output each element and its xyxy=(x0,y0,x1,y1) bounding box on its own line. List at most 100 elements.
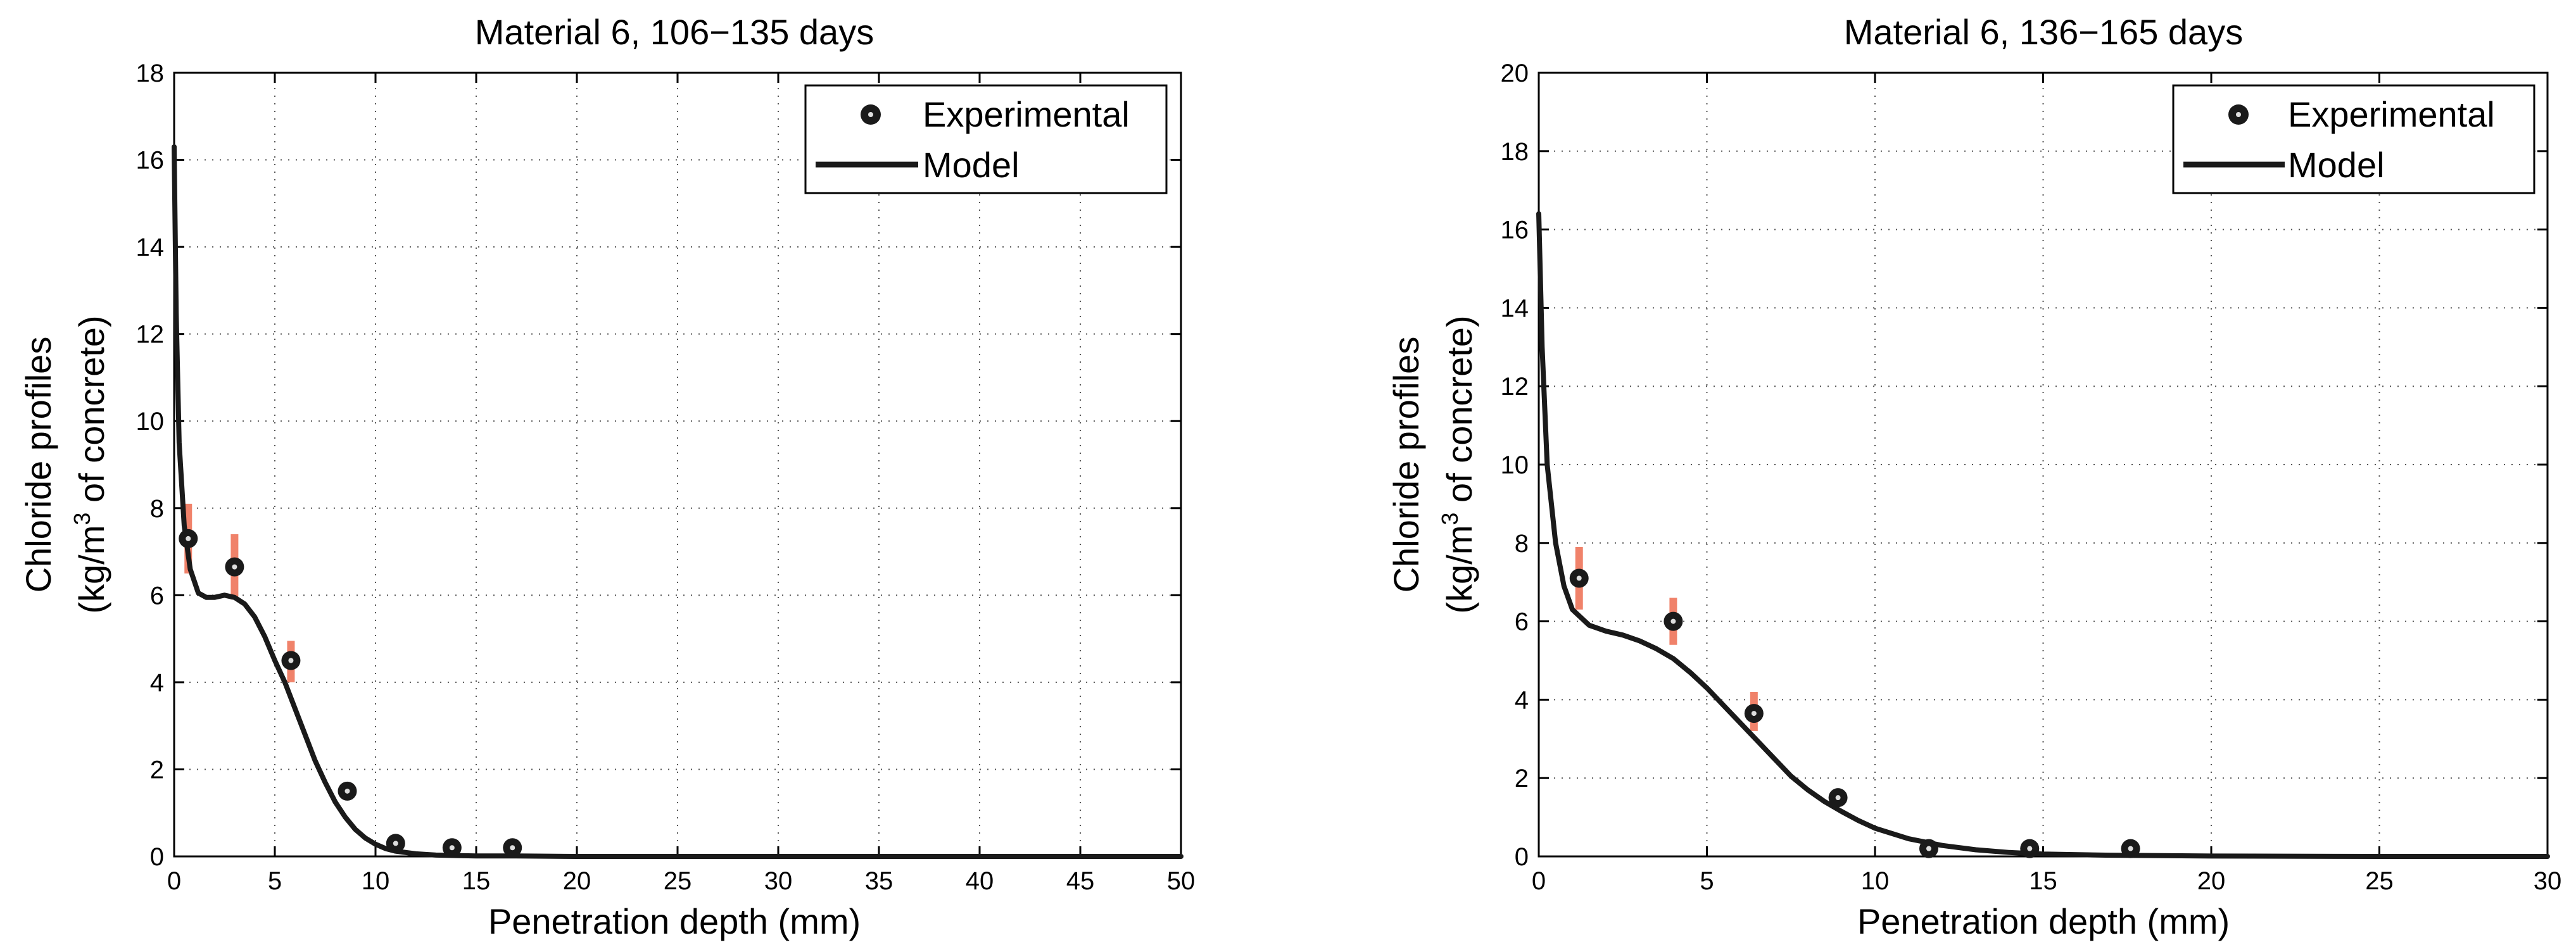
x-tick-label: 50 xyxy=(1167,867,1196,895)
legend-label-experimental: Experimental xyxy=(923,94,1130,134)
y-tick-label: 0 xyxy=(1515,843,1529,871)
y-tick-label: 20 xyxy=(1501,60,1529,87)
chart-title: Material 6, 136−165 days xyxy=(1844,12,2243,52)
x-tick-label: 30 xyxy=(764,867,793,895)
data-point xyxy=(503,838,522,858)
data-point xyxy=(442,838,462,858)
data-point-center xyxy=(232,564,237,570)
legend-label-model: Model xyxy=(923,145,1020,185)
x-tick-label: 30 xyxy=(2534,867,2562,895)
y-tick-label: 12 xyxy=(136,321,165,349)
x-tick-label: 20 xyxy=(563,867,591,895)
data-point-center xyxy=(1751,711,1757,717)
grid xyxy=(1539,73,2548,856)
y-tick-label: 0 xyxy=(150,843,164,871)
y-axis-label-sup: 3 xyxy=(69,513,95,525)
data-point-center xyxy=(449,845,455,851)
data-point-center xyxy=(1835,795,1841,801)
x-tick-label: 5 xyxy=(1700,867,1714,895)
y-tick-label: 2 xyxy=(1515,765,1529,792)
y-tick-labels: 0 2 4 6 8 10 12 14 16 18 xyxy=(136,60,165,871)
data-point xyxy=(386,834,405,853)
chart-title: Material 6, 106−135 days xyxy=(475,12,874,52)
y-axis-label-pre: (kg/m xyxy=(1439,525,1479,614)
data-point xyxy=(1744,704,1764,723)
data-point xyxy=(1919,839,1938,858)
x-tick-labels: 0 5 10 15 20 25 30 xyxy=(1532,867,2561,895)
x-tick-label: 5 xyxy=(268,867,282,895)
x-tick-label: 15 xyxy=(462,867,491,895)
data-point xyxy=(1569,568,1589,588)
legend-marker-icon xyxy=(2228,104,2249,125)
y-tick-label: 6 xyxy=(150,582,164,610)
data-point-center xyxy=(510,845,515,851)
data-point-center xyxy=(1926,846,1931,851)
data-point-center xyxy=(186,536,191,541)
y-axis-label-line1: Chloride profiles xyxy=(18,337,58,593)
chart-panel-left: Material 6, 106−135 days 0 5 10 15 20 25 30 35 4… xyxy=(18,12,1195,941)
legend-label-model: Model xyxy=(2288,145,2385,185)
series xyxy=(172,144,1184,859)
model-curve xyxy=(172,144,1184,859)
x-tick-label: 10 xyxy=(1861,867,1890,895)
legend-marker-icon xyxy=(861,104,881,125)
data-point-center xyxy=(2027,846,2033,851)
data-point-center xyxy=(2128,846,2133,851)
x-tick-labels: 0 5 10 15 20 25 30 35 40 45 50 xyxy=(167,867,1195,895)
data-point xyxy=(1828,788,1848,808)
x-tick-label: 20 xyxy=(2197,867,2226,895)
tick-marks xyxy=(1537,72,2549,858)
y-tick-label: 16 xyxy=(1501,216,1529,244)
data-point-center xyxy=(344,788,350,794)
grid xyxy=(174,73,1181,856)
y-axis-label-post: of concrete) xyxy=(72,315,111,512)
data-point xyxy=(2020,839,2040,858)
x-tick-label: 35 xyxy=(865,867,893,895)
chart-panel-right: Material 6, 136−165 days 0 5 10 15 20 25 30 0 2… xyxy=(1386,12,2561,941)
y-tick-label: 8 xyxy=(150,495,164,523)
y-tick-labels: 0 2 4 6 8 10 12 14 16 18 20 xyxy=(1501,60,1529,871)
y-axis-label-line2: (kg/m3 of concrete) xyxy=(1437,315,1479,613)
legend: Experimental Model xyxy=(2172,84,2535,194)
y-axis-label-sup: 3 xyxy=(1437,513,1463,525)
y-tick-label: 8 xyxy=(1515,530,1529,558)
y-tick-label: 10 xyxy=(136,408,165,435)
y-axis-label: Chloride profiles (kg/m3 of concrete) xyxy=(1386,315,1479,613)
y-tick-label: 6 xyxy=(1515,608,1529,636)
y-tick-label: 14 xyxy=(136,234,165,261)
y-tick-label: 10 xyxy=(1501,451,1529,479)
y-tick-label: 18 xyxy=(1501,138,1529,166)
y-tick-label: 2 xyxy=(150,756,164,784)
y-axis-label-post: of concrete) xyxy=(1439,315,1479,512)
data-point xyxy=(338,781,357,801)
y-tick-label: 18 xyxy=(136,60,165,87)
y-tick-label: 12 xyxy=(1501,373,1529,401)
data-point xyxy=(281,651,301,670)
y-axis-label-line2: (kg/m3 of concrete) xyxy=(69,315,111,613)
y-axis-label: Chloride profiles (kg/m3 of concrete) xyxy=(18,315,111,613)
x-tick-label: 0 xyxy=(1532,867,1546,895)
x-tick-label: 15 xyxy=(2029,867,2057,895)
y-tick-label: 16 xyxy=(136,147,165,175)
model-curve xyxy=(1536,211,2550,859)
data-point xyxy=(1664,611,1683,631)
y-tick-label: 14 xyxy=(1501,294,1529,322)
legend-box xyxy=(2172,84,2535,194)
data-point xyxy=(2121,839,2140,858)
data-point-center xyxy=(1670,618,1676,624)
data-point xyxy=(179,529,198,548)
x-tick-label: 25 xyxy=(2365,867,2394,895)
y-axis-label-line1: Chloride profiles xyxy=(1386,337,1426,593)
y-tick-label: 4 xyxy=(1515,686,1529,714)
x-tick-label: 10 xyxy=(362,867,390,895)
y-tick-label: 4 xyxy=(150,669,164,697)
x-tick-label: 0 xyxy=(167,867,181,895)
x-tick-label: 25 xyxy=(664,867,692,895)
legend: Experimental Model xyxy=(804,84,1168,194)
x-axis-label: Penetration depth (mm) xyxy=(1857,901,2230,941)
x-tick-label: 45 xyxy=(1066,867,1095,895)
x-axis-label: Penetration depth (mm) xyxy=(488,901,861,941)
tick-marks xyxy=(173,72,1182,858)
data-point-center xyxy=(1576,575,1582,581)
